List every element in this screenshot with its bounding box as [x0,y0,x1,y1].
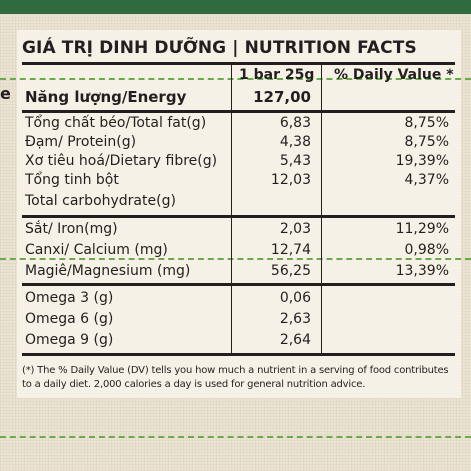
row-name: Sắt/ Iron(mg) [25,221,118,237]
row-name: Magiê/Magnesium (mg) [25,263,191,279]
row-value: 4,38 [279,134,311,150]
column-divider [321,65,322,353]
row-dv: 0,98% [404,242,449,258]
row-dv: 8,75% [404,115,449,131]
title-rule [22,62,455,65]
row-name-line2: Total carbohydrate(g) [25,193,176,209]
serving-header: 1 bar 25g [239,67,315,83]
section-rule [22,215,455,218]
nutrition-label-card [17,30,461,398]
dashed-line-top [0,78,471,80]
bottom-rule [22,353,455,356]
dashed-line-bottom [0,436,471,438]
column-divider [231,65,232,353]
row-name: Tổng tinh bột [25,172,119,188]
row-name: Canxi/ Calcium (mg) [25,242,168,258]
dashed-line-middle [0,258,471,260]
row-value: 12,03 [270,172,311,188]
row-name: Tổng chất béo/Total fat(g) [25,115,207,131]
footnote: (*) The % Daily Value (DV) tells you how… [22,365,449,390]
row-value: 12,74 [270,242,311,258]
side-letter: e [0,84,11,103]
row-value: 2,03 [279,221,311,237]
row-dv: 13,39% [395,263,449,279]
top-band [0,0,471,14]
row-value: 5,43 [279,153,311,169]
row-name: Xơ tiêu hoá/Dietary fibre(g) [25,153,218,169]
row-value: 2,63 [279,311,311,327]
section-rule [22,283,455,286]
row-name: Đạm/ Protein(g) [25,134,137,150]
row-value: 6,83 [279,115,311,131]
row-value: 0,06 [279,290,311,306]
row-dv: 11,29% [395,221,449,237]
energy-value: 127,00 [253,88,311,106]
daily-value-header: % Daily Value * [334,67,454,83]
energy-rule [22,110,455,113]
energy-name: Năng lượng/Energy [25,88,187,106]
label-title: GIÁ TRỊ DINH DƯỠNG | NUTRITION FACTS [22,38,417,58]
row-name: Omega 9 (g) [25,332,114,348]
row-value: 2,64 [279,332,311,348]
row-dv: 4,37% [404,172,449,188]
row-value: 56,25 [270,263,311,279]
row-dv: 19,39% [395,153,449,169]
row-name: Omega 6 (g) [25,311,114,327]
row-name: Omega 3 (g) [25,290,114,306]
row-dv: 8,75% [404,134,449,150]
